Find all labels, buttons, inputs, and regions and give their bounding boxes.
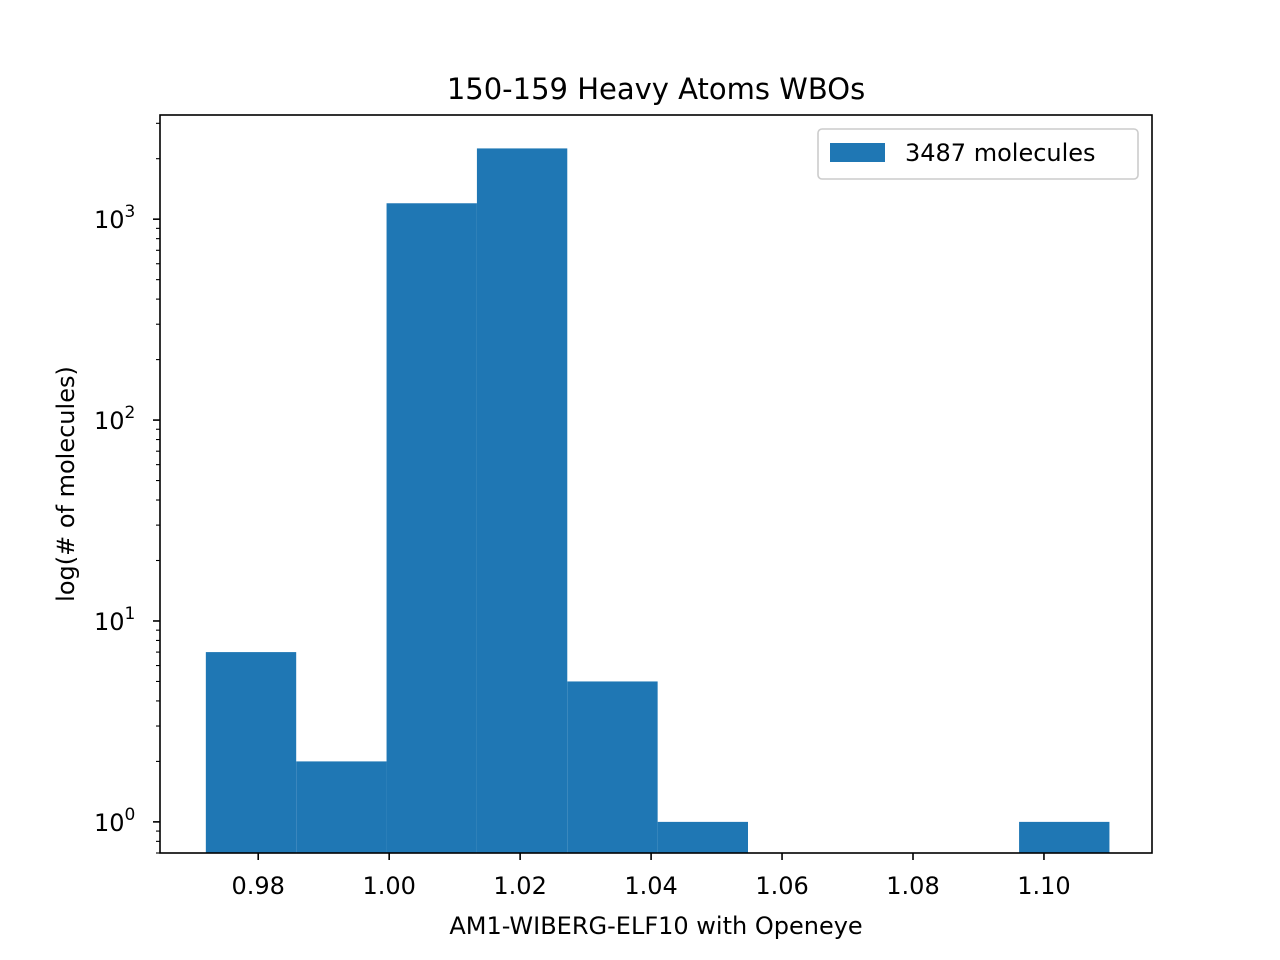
- x-axis-title: AM1-WIBERG-ELF10 with Openeye: [449, 912, 862, 940]
- y-axis-title: log(# of molecules): [52, 366, 80, 602]
- histogram-bar: [567, 681, 657, 853]
- x-tick-label: 0.98: [231, 872, 284, 900]
- histogram-bar: [296, 761, 386, 853]
- x-tick-label: 1.00: [362, 872, 415, 900]
- histogram-bar: [1019, 822, 1109, 853]
- histogram-bar: [387, 203, 477, 853]
- histogram-bar: [658, 822, 748, 853]
- x-tick-label: 1.04: [624, 872, 677, 900]
- chart-title: 150-159 Heavy Atoms WBOs: [447, 72, 865, 106]
- x-tick-label: 1.08: [886, 872, 939, 900]
- legend: 3487 molecules: [818, 129, 1138, 179]
- legend-swatch: [830, 143, 885, 162]
- legend-label: 3487 molecules: [905, 139, 1096, 167]
- x-tick-label: 1.06: [755, 872, 808, 900]
- x-tick-label: 1.02: [493, 872, 546, 900]
- histogram-bar: [477, 148, 567, 853]
- histogram-bar: [206, 652, 296, 853]
- x-tick-label: 1.10: [1017, 872, 1070, 900]
